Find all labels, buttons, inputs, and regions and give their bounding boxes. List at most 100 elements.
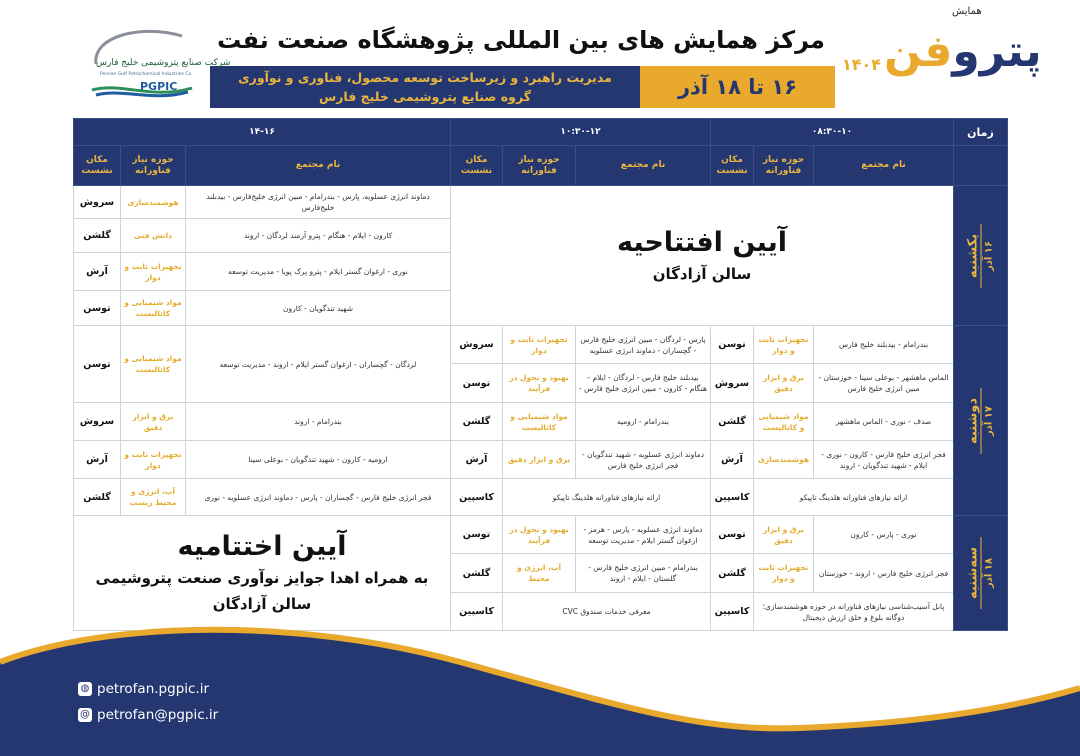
schedule-row: دوشنبه ۱۷ آذر بندرامام - بیدبلند خلیج فارس… [73, 325, 1008, 516]
session-room: توسن [710, 325, 754, 364]
tech-need-area: دانش فنی [120, 218, 186, 253]
session-room: توسن [450, 363, 503, 403]
tech-need-area: آب، انرژی و محیط [502, 553, 576, 593]
session-room: کاسپین [710, 592, 754, 631]
session-room: کاسپین [450, 478, 503, 516]
column-header-row: نام مجتمع حوزه نیاز فناورانه مکان نشست ن… [73, 145, 1008, 186]
opening-hall: سالن آزادگان [652, 264, 752, 283]
email-text[interactable]: petrofan@pgpic.ir [97, 707, 219, 723]
tech-need-area: تجهیزات ثابت و دوار [753, 325, 814, 364]
company-names: دماوند انرژی عسلویه، پارس - بندرامام - م… [185, 185, 451, 219]
session-room: گلشن [710, 402, 754, 441]
session-room: آرش [710, 440, 754, 479]
company-names: بیدبلند خلیج فارس - لردگان - ایلام - هنگ… [575, 363, 711, 403]
session-topic: ارائه نیازهای فناورانه هلدینگ تاپیکو [753, 478, 954, 516]
blank-header [953, 145, 1008, 186]
company-names: نوری - پارس - کارون [813, 515, 954, 554]
company-names: بندرامام - بیدبلند خلیج فارس [813, 325, 954, 364]
tech-need-area: مواد شیمیایی و کاتالیست [753, 402, 814, 441]
logo-year: ۱۴۰۴ [842, 55, 882, 74]
session-topic: ارائه نیازهای فناورانه هلدینگ تاپیکو [502, 478, 711, 516]
session-room: سروش [73, 402, 121, 441]
tech-need-area: تجهیزات ثابت و دوار [120, 252, 186, 291]
schedule-row: نوری - ارغوان گستر ایلام - پترو پرک پویا… [73, 252, 1008, 291]
closing-hall: سالن آزادگان [212, 595, 312, 613]
footer-wave [0, 626, 1080, 756]
session-room: کاسپین [450, 592, 503, 631]
col-header-name: نام مجتمع [185, 145, 451, 186]
day-date: ۱۸ آذر [983, 557, 994, 589]
tech-need-area: مواد شیمیایی و کاتالیست [120, 325, 186, 403]
schedule-row: کارون - ایلام - هنگام - پترو آرمند لردگا… [73, 218, 1008, 253]
tech-need-area: برق و ابزار دقیق [753, 515, 814, 554]
company-names: پارس - لردگان - مبین انرژی خلیج فارس - گ… [575, 325, 711, 364]
tech-need-area: مواد شیمیایی و کاتالیست [120, 290, 186, 326]
day-cell: سه‌شنبه ۱۸ آذر [953, 515, 1008, 631]
session-room: توسن [73, 290, 121, 326]
email-link[interactable]: @ petrofan@pgpic.ir [78, 707, 218, 723]
schedule-row: شهید تندگویان - کارون مواد شیمیایی و کاتا… [73, 290, 1008, 326]
slot-header-3: ۱۴-۱۶ [73, 118, 451, 146]
schedule-row: صدف - نوری - الماس ماهشهر مواد شیمیایی و … [73, 402, 1008, 441]
day-name: دوشنبه [965, 387, 981, 454]
company-name-en: Persian Gulf Petrochemical Industries Co… [100, 72, 193, 77]
tech-need-area: برق و ابزار دقیق [120, 402, 186, 441]
company-logo: شرکت صنایع پتروشیمی خلیج فارس Persian Gu… [82, 24, 230, 98]
day-date: ۱۶ آذر [983, 240, 994, 271]
col-header-area: حوزه نیاز فناورانه [753, 145, 814, 186]
company-logo-swoosh-icon [91, 29, 193, 98]
tech-need-area: برق و ابزار دقیق [753, 363, 814, 403]
website-text[interactable]: petrofan.pgpic.ir [97, 681, 210, 697]
day-label: دوشنبه ۱۷ آذر [965, 387, 996, 454]
col-header-area: حوزه نیاز فناورانه [502, 145, 576, 186]
company-names: فجر انرژی خلیج فارس - گچساران - پارس - د… [185, 478, 451, 516]
session-room: گلشن [710, 553, 754, 593]
tech-need-area: تجهیزات ثابت و دوار [753, 553, 814, 593]
session-room: گلشن [73, 478, 121, 516]
day-label: یکشنبه ۱۶ آذر [965, 223, 996, 288]
company-names: الماس ماهشهر - بوعلی سینا - خوزستان - مب… [813, 363, 954, 403]
company-names: بندرامام - اروند [185, 402, 451, 441]
day-name: سه‌شنبه [965, 537, 981, 609]
company-names: بندرامام - ارومیه [575, 402, 711, 441]
day-date: ۱۷ آذر [983, 405, 994, 436]
session-room: گلشن [450, 553, 503, 593]
organizer-line1: مدیریت راهبرد و زیرساخت توسعه محصول، فنا… [238, 70, 612, 85]
session-topic: پانل آسیب‌شناسی نیازهای فناورانه در حوزه… [753, 592, 954, 631]
tech-need-area: بهبود و تحول در فرآیند [502, 515, 576, 554]
mail-icon: @ [78, 708, 92, 722]
session-room: آرش [450, 440, 503, 479]
closing-title: آیین اختتامیه [177, 531, 347, 562]
session-topic: معرفی خدمات صندوق CVC [502, 592, 711, 631]
company-names: شهید تندگویان - کارون [185, 290, 451, 326]
organizer-banner: مدیریت راهبرد و زیرساخت توسعه محصول، فنا… [210, 66, 640, 108]
session-room: سروش [710, 363, 754, 403]
closing-subtitle: به همراه اهدا جوایز نوآوری صنعت پتروشیمی [95, 569, 429, 587]
tech-need-area: تجهیزات ثابت و دوار [120, 440, 186, 479]
company-names: کارون - ایلام - هنگام - پترو آرمند لردگا… [185, 218, 451, 253]
company-names: ارومیه - کارون - شهید تندگویان - بوعلی س… [185, 440, 451, 479]
company-names: دماوند انرژی عسلویه - شهید تندگویان - فج… [575, 440, 711, 479]
slot-header-2: ۱۰:۳۰-۱۲ [450, 118, 711, 146]
logo-label: همایش [952, 6, 982, 17]
tech-need-area: آب، انرژی و محیط زیست [120, 478, 186, 516]
time-header-row: زمان ۰۸:۳۰-۱۰ ۱۰:۳۰-۱۲ ۱۴-۱۶ [73, 118, 1008, 146]
session-room: توسن [73, 325, 121, 403]
opening-ceremony: آیین افتتاحیه سالن آزادگان [450, 185, 954, 326]
col-header-name: نام مجتمع [575, 145, 711, 186]
session-room: کاسپین [710, 478, 754, 516]
event-dates: ۱۶ تا ۱۸ آذر [640, 66, 835, 108]
petrofan-logo: همایش پتروفن ۱۴۰۴ [842, 4, 1044, 114]
session-room: آرش [73, 440, 121, 479]
schedule-row: یکشنبه ۱۶ آذر آیین افتتاحیه سالن آزادگان دما… [73, 185, 1008, 326]
company-abbr: PGPIC [140, 80, 178, 93]
session-room: آرش [73, 252, 121, 291]
schedule-table: زمان ۰۸:۳۰-۱۰ ۱۰:۳۰-۱۲ ۱۴-۱۶ نام مجتمع ح… [73, 118, 1008, 631]
col-header-place: مکان نشست [710, 145, 754, 186]
session-room: سروش [73, 185, 121, 219]
closing-ceremony: آیین اختتامیه به همراه اهدا جوایز نوآوری … [73, 515, 451, 631]
website-link[interactable]: ◍ petrofan.pgpic.ir [78, 681, 209, 697]
tech-need-area: بهبود و تحول در فرآیند [502, 363, 576, 403]
company-names: نوری - ارغوان گستر ایلام - پترو پرک پویا… [185, 252, 451, 291]
col-header-name: نام مجتمع [813, 145, 954, 186]
